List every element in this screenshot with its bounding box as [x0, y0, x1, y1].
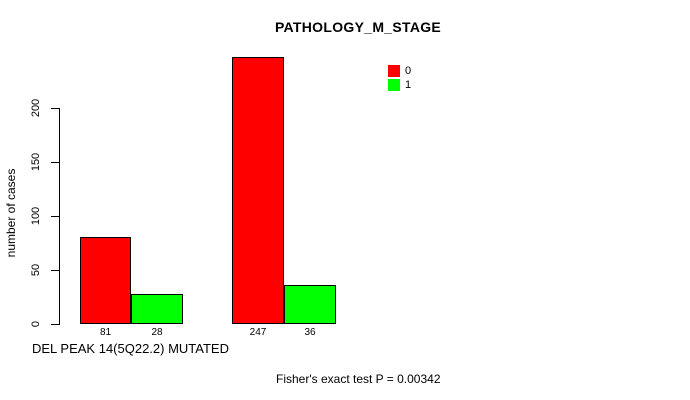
- bar-value-label: 81: [99, 327, 112, 338]
- y-axis-label: number of cases: [4, 168, 18, 258]
- fisher-test-annotation: Fisher's exact test P = 0.00342: [276, 372, 441, 386]
- y-axis-tick-label: 50: [30, 263, 42, 277]
- bar-series-1-group-1: [131, 294, 183, 324]
- bar-value-label: 36: [304, 327, 316, 338]
- y-axis-tick-label: 200: [30, 98, 42, 118]
- legend-swatch-1: [388, 79, 400, 91]
- chart-title: PATHOLOGY_M_STAGE: [274, 19, 442, 35]
- x-axis-label: DEL PEAK 14(5Q22.2) MUTATED: [32, 341, 229, 356]
- bar-value-label: 247: [249, 327, 267, 338]
- legend-entry: 1: [388, 79, 411, 91]
- legend-label: 0: [405, 65, 412, 77]
- y-axis-tick-label: 150: [30, 152, 42, 172]
- y-axis-line: [59, 108, 60, 325]
- bar-series-0-group-1: [80, 237, 131, 324]
- y-axis-tick: [51, 108, 59, 109]
- bar-value-label: 28: [151, 327, 163, 338]
- y-axis-tick: [51, 324, 59, 325]
- y-axis-tick: [51, 216, 59, 217]
- bar-series-1-group-2: [284, 285, 336, 324]
- legend-label: 1: [405, 79, 412, 91]
- legend-entry: 0: [388, 65, 411, 77]
- y-axis-tick: [51, 270, 59, 271]
- legend-swatch-0: [388, 65, 400, 77]
- y-axis-tick-label: 100: [30, 206, 42, 226]
- y-axis-tick: [51, 162, 59, 163]
- bar-series-0-group-2: [232, 57, 284, 324]
- y-axis-tick-label: 0: [30, 320, 42, 328]
